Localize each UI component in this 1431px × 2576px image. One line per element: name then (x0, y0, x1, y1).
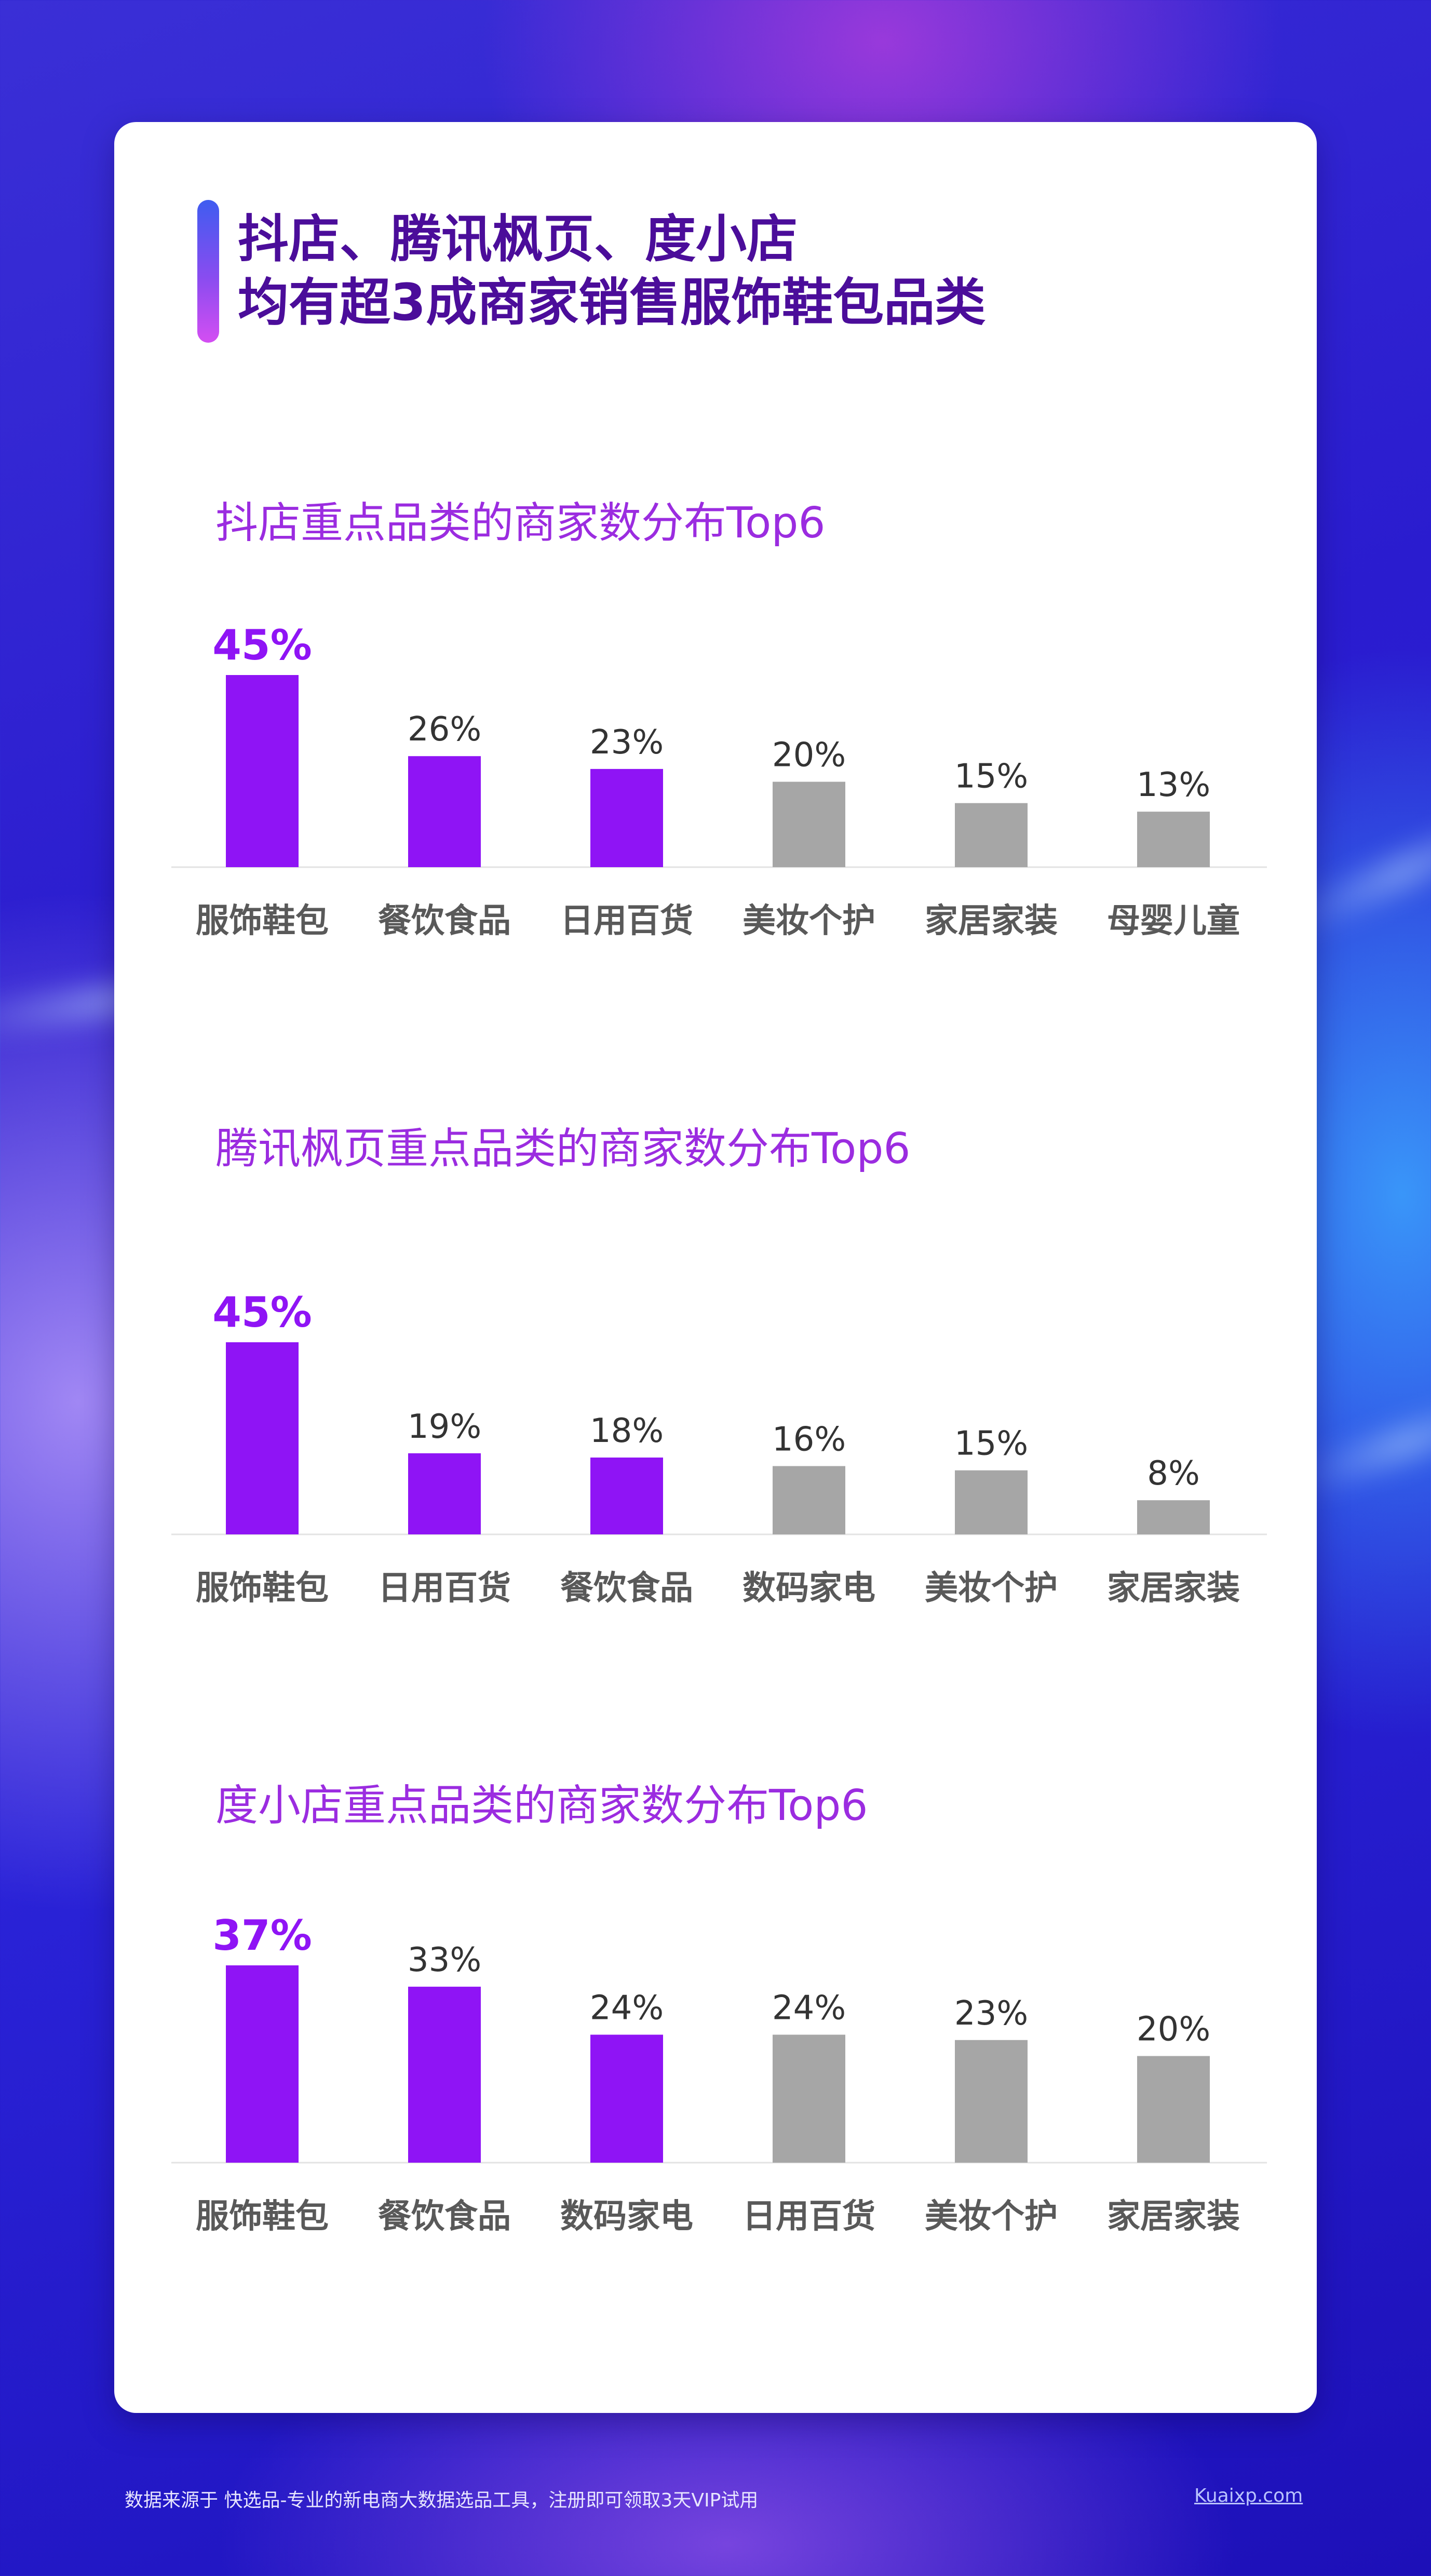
chart-0-category-label-3: 美妆个护 (743, 902, 875, 940)
headline-accent-bar (197, 200, 219, 343)
chart-title-doudian: 抖店重点品类的商家数分布Top6 (215, 498, 826, 548)
chart-1-bar-1 (408, 1453, 481, 1534)
chart-0-bar-5 (1137, 812, 1210, 867)
chart-0-category-label-4: 家居家装 (925, 902, 1058, 940)
content-card (114, 122, 1317, 2413)
chart-1-bar-3 (773, 1466, 845, 1534)
chart-0-bar-2 (590, 768, 663, 867)
chart-2-value-label-3: 24% (772, 1989, 846, 2028)
chart-2-value-label-4: 23% (954, 1994, 1028, 2033)
chart-2-category-label-1: 餐饮食品 (378, 2197, 511, 2236)
chart-2-category-label-5: 家居家装 (1107, 2197, 1240, 2236)
chart-2-category-label-4: 美妆个护 (925, 2197, 1058, 2236)
chart-1-value-label-5: 8% (1147, 1454, 1200, 1493)
chart-1-bar-4 (955, 1470, 1028, 1534)
footer-source-note: 数据来源于 快选品-专业的新电商大数据选品工具，注册即可领取3天VIP试用 (125, 2490, 759, 2511)
headline-line-2: 均有超3成商家销售服饰鞋包品类 (238, 273, 986, 332)
chart-2-value-label-5: 20% (1137, 2011, 1210, 2049)
chart-0-value-label-2: 23% (590, 723, 664, 762)
chart-0-value-label-5: 13% (1137, 766, 1210, 804)
chart-2-category-label-3: 日用百货 (743, 2197, 875, 2236)
chart-0-category-label-0: 服饰鞋包 (196, 902, 329, 940)
chart-0-value-label-0: 45% (212, 621, 312, 669)
chart-0-value-label-1: 26% (408, 710, 481, 749)
chart-0-bar-3 (773, 781, 845, 867)
chart-1-value-label-3: 16% (772, 1420, 846, 1459)
chart-0-value-label-3: 20% (772, 736, 846, 775)
chart-2-value-label-2: 24% (590, 1989, 664, 2028)
chart-2-bar-2 (590, 2034, 663, 2163)
chart-2-bar-4 (955, 2040, 1028, 2163)
chart-1-value-label-2: 18% (590, 1412, 664, 1450)
chart-1-bar-2 (590, 1458, 663, 1534)
chart-0-value-label-4: 15% (954, 758, 1028, 796)
chart-1-value-label-1: 19% (408, 1408, 481, 1446)
chart-0-bar-4 (955, 803, 1028, 867)
chart-1-value-label-4: 15% (954, 1425, 1028, 1463)
headline: 抖店、腾讯枫页、度小店 均有超3成商家销售服饰鞋包品类 (238, 208, 1224, 334)
chart-0-bar-0 (226, 675, 299, 867)
chart-1-category-label-4: 美妆个护 (925, 1569, 1058, 1608)
chart-2-category-label-2: 数码家电 (560, 2197, 693, 2236)
chart-1-value-label-0: 45% (212, 1288, 312, 1337)
chart-0-category-label-5: 母婴儿童 (1107, 902, 1240, 940)
chart-0-category-label-1: 餐饮食品 (378, 902, 511, 940)
footer-link[interactable]: Kuaixp.com (1194, 2485, 1303, 2506)
chart-1-category-label-0: 服饰鞋包 (196, 1569, 329, 1608)
chart-title-duxiaodian: 度小店重点品类的商家数分布Top6 (215, 1781, 868, 1830)
chart-2-bar-3 (773, 2034, 845, 2163)
chart-1-category-label-5: 家居家装 (1107, 1569, 1240, 1608)
headline-line-1: 抖店、腾讯枫页、度小店 (238, 210, 798, 269)
chart-0-category-label-2: 日用百货 (560, 902, 693, 940)
chart-1-category-label-3: 数码家电 (743, 1569, 875, 1608)
chart-2-value-label-1: 33% (408, 1941, 481, 1979)
chart-2-value-label-0: 37% (212, 1911, 312, 1960)
chart-0-bar-1 (408, 756, 481, 867)
chart-2-bar-1 (408, 1987, 481, 2163)
chart-1-category-label-1: 日用百货 (378, 1569, 511, 1608)
chart-1-category-label-2: 餐饮食品 (560, 1569, 693, 1608)
chart-2-category-label-0: 服饰鞋包 (196, 2197, 329, 2236)
chart-title-tencent: 腾讯枫页重点品类的商家数分布Top6 (215, 1124, 911, 1174)
chart-2-bar-0 (226, 1965, 299, 2163)
chart-1-bar-0 (226, 1342, 299, 1534)
chart-2-bar-5 (1137, 2056, 1210, 2163)
chart-1-bar-5 (1137, 1500, 1210, 1534)
